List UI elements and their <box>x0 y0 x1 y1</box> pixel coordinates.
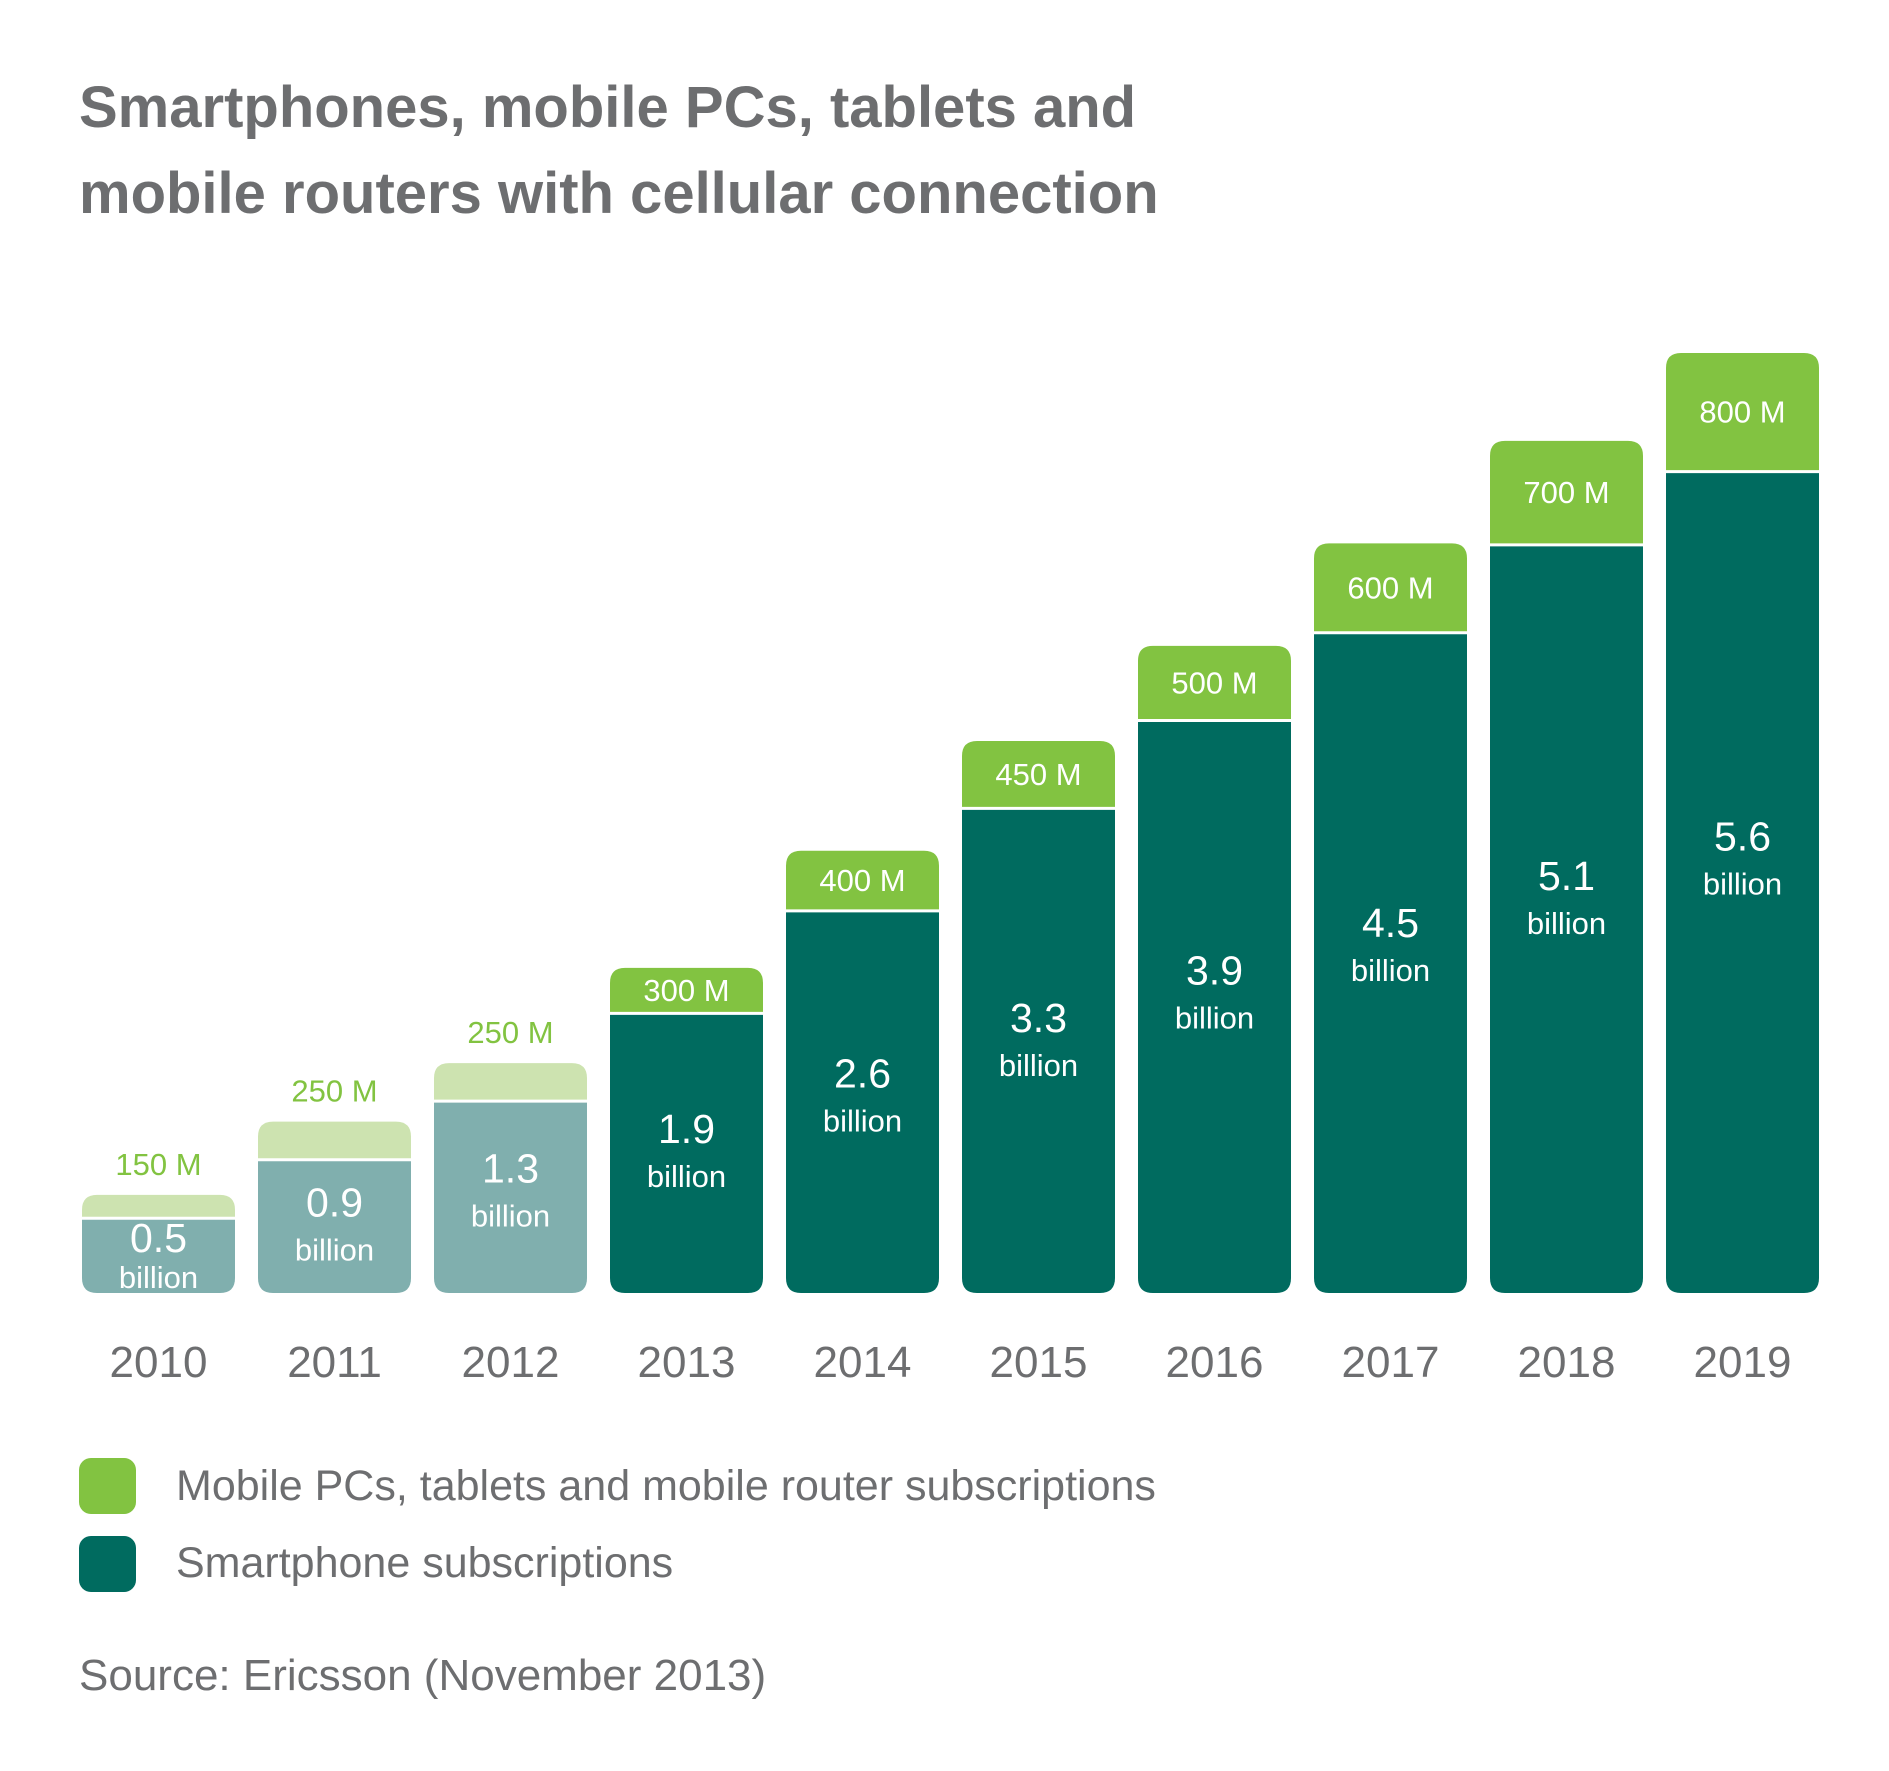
bar-smartphone-2014 <box>786 912 939 1293</box>
x-tick-label-2012: 2012 <box>462 1338 560 1387</box>
unit-label-billion-2017: billion <box>1351 953 1430 988</box>
bar-mobile-pcs-2010 <box>82 1194 235 1217</box>
value-label-smartphone-2010: 0.5 <box>130 1215 187 1261</box>
bar-mobile-pcs-2015 <box>962 741 1115 807</box>
unit-label-billion-2011: billion <box>295 1233 374 1268</box>
value-label-smartphone-2012: 1.3 <box>482 1146 539 1192</box>
x-tick-label-2015: 2015 <box>990 1338 1088 1387</box>
bar-mobile-pcs-2016 <box>1138 645 1291 720</box>
value-label-smartphone-2016: 3.9 <box>1186 948 1243 994</box>
value-label-smartphone-2013: 1.9 <box>658 1106 715 1152</box>
x-tick-label-2010: 2010 <box>110 1338 208 1387</box>
unit-label-billion-2013: billion <box>647 1159 726 1194</box>
bar-smartphone-2016 <box>1138 722 1291 1293</box>
value-label-mobile-pcs-2018: 700 M <box>1523 475 1609 510</box>
x-tick-label-2013: 2013 <box>638 1338 736 1387</box>
value-label-mobile-pcs-2012: 250 M <box>467 1015 553 1050</box>
value-label-smartphone-2017: 4.5 <box>1362 900 1419 946</box>
x-tick-label-2011: 2011 <box>287 1338 382 1387</box>
bar-smartphone-2019 <box>1666 473 1819 1293</box>
legend-label-smartphone: Smartphone subscriptions <box>176 1539 673 1587</box>
value-label-mobile-pcs-2011: 250 M <box>291 1074 377 1109</box>
value-label-mobile-pcs-2017: 600 M <box>1347 570 1433 605</box>
chart-title-line-1: Smartphones, mobile PCs, tablets and <box>79 75 1136 140</box>
bar-mobile-pcs-2019 <box>1666 353 1819 471</box>
x-tick-label-2018: 2018 <box>1518 1338 1616 1387</box>
legend-label-mobile-pcs: Mobile PCs, tablets and mobile router su… <box>176 1462 1156 1510</box>
value-label-mobile-pcs-2015: 450 M <box>995 757 1081 792</box>
value-label-mobile-pcs-2010: 150 M <box>115 1147 201 1182</box>
legend-swatch-mobile-pcs <box>79 1458 136 1514</box>
value-label-smartphone-2019: 5.6 <box>1714 813 1771 859</box>
value-label-smartphone-2018: 5.1 <box>1538 853 1595 899</box>
bar-mobile-pcs-2018 <box>1490 440 1643 544</box>
value-label-smartphone-2011: 0.9 <box>306 1180 363 1226</box>
bar-smartphone-2012 <box>434 1102 587 1293</box>
bar-smartphone-2015 <box>962 809 1115 1293</box>
bar-smartphone-2017 <box>1314 634 1467 1293</box>
bar-mobile-pcs-2011 <box>258 1121 411 1159</box>
x-tick-label-2014: 2014 <box>814 1338 912 1387</box>
bar-smartphone-2018 <box>1490 546 1643 1293</box>
value-label-mobile-pcs-2014: 400 M <box>819 863 905 898</box>
bar-mobile-pcs-2012 <box>434 1063 587 1100</box>
x-tick-label-2017: 2017 <box>1342 1338 1440 1387</box>
bar-smartphone-2013 <box>610 1014 763 1293</box>
value-label-mobile-pcs-2019: 800 M <box>1699 395 1785 430</box>
chart-title-line-2: mobile routers with cellular connection <box>79 161 1159 226</box>
bar-smartphone-2010 <box>82 1219 235 1293</box>
value-label-mobile-pcs-2016: 500 M <box>1171 665 1257 700</box>
value-label-mobile-pcs-2013: 300 M <box>643 973 729 1008</box>
unit-label-billion-2012: billion <box>471 1199 550 1234</box>
bar-smartphone-2011 <box>258 1161 411 1293</box>
source-note: Source: Ericsson (November 2013) <box>79 1651 766 1700</box>
x-tick-label-2016: 2016 <box>1166 1338 1264 1387</box>
bar-mobile-pcs-2013 <box>610 967 763 1012</box>
value-label-smartphone-2015: 3.3 <box>1010 995 1067 1041</box>
bar-mobile-pcs-2017 <box>1314 543 1467 632</box>
value-label-smartphone-2014: 2.6 <box>834 1050 891 1096</box>
unit-label-billion-2015: billion <box>999 1048 1078 1083</box>
unit-label-billion-2018: billion <box>1527 906 1606 941</box>
x-tick-label-2019: 2019 <box>1694 1338 1792 1387</box>
unit-label-billion-2016: billion <box>1175 1001 1254 1036</box>
bar-mobile-pcs-2014 <box>786 850 939 910</box>
unit-label-billion-2010: billion <box>119 1260 198 1295</box>
unit-label-billion-2019: billion <box>1703 866 1782 901</box>
unit-label-billion-2014: billion <box>823 1103 902 1138</box>
legend-swatch-smartphone <box>79 1536 136 1592</box>
